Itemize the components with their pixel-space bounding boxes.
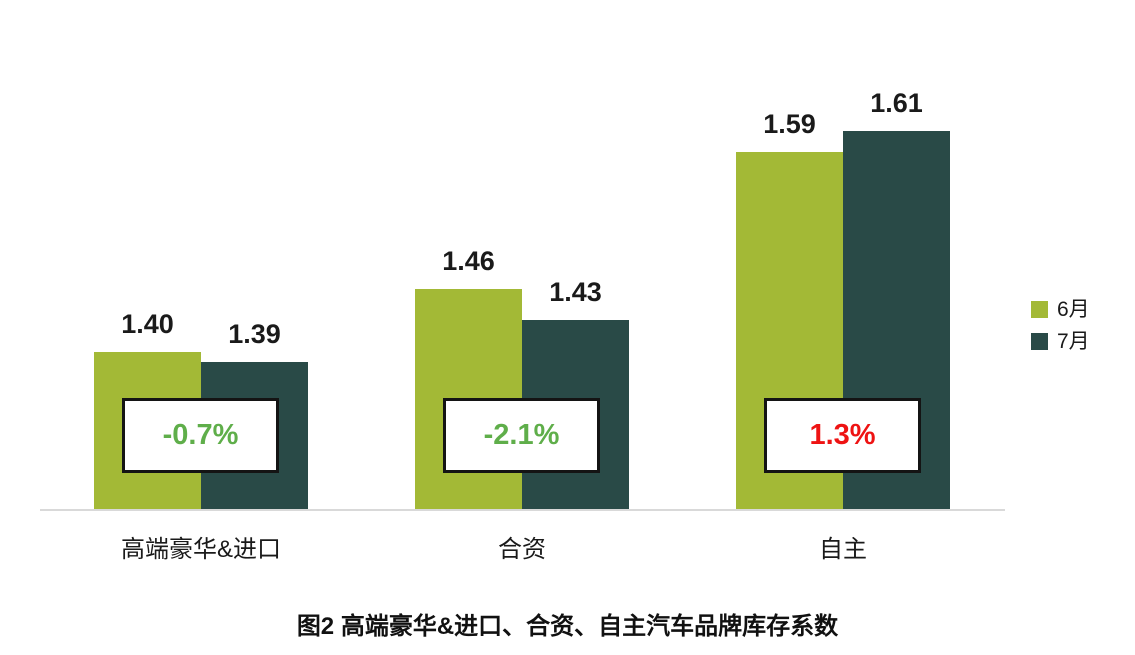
- category-label-joint-venture: 合资: [498, 536, 546, 563]
- value-label-july-joint-venture: 1.43: [549, 277, 602, 307]
- change-rate-box-premium-import: -0.7%: [122, 398, 279, 473]
- legend: 6月 7月: [1031, 299, 1090, 352]
- plot-area: 1.40 1.39 -0.7% 1.46 1.43 -2.1%: [40, 79, 1005, 511]
- legend-item-june: 6月: [1031, 299, 1090, 320]
- change-rate-label-joint-venture: -2.1%: [483, 419, 560, 451]
- change-rate-box-joint-venture: -2.1%: [443, 398, 600, 473]
- value-label-june-domestic: 1.59: [763, 109, 816, 139]
- change-rate-box-domestic: 1.3%: [764, 398, 921, 473]
- bar-column-july-joint-venture: 1.43: [522, 279, 629, 509]
- bar-group-domestic: 1.59 1.61 1.3%: [736, 79, 950, 509]
- legend-swatch-june-icon: [1031, 301, 1048, 318]
- value-label-july-premium-import: 1.39: [228, 319, 281, 349]
- legend-item-july: 7月: [1031, 331, 1090, 352]
- value-label-june-joint-venture: 1.46: [442, 246, 495, 276]
- legend-label-june: 6月: [1057, 298, 1090, 321]
- category-label-premium-import: 高端豪华&进口: [120, 536, 281, 563]
- legend-swatch-july-icon: [1031, 333, 1048, 350]
- legend-label-july: 7月: [1057, 330, 1090, 353]
- change-rate-label-domestic: 1.3%: [809, 419, 876, 451]
- value-label-june-premium-import: 1.40: [121, 309, 174, 339]
- bar-group-premium-import: 1.40 1.39 -0.7%: [94, 79, 308, 509]
- chart-caption: 图2 高端豪华&进口、合资、自主汽车品牌库存系数: [296, 613, 839, 640]
- bar-group-joint-venture: 1.46 1.43 -2.1%: [415, 79, 629, 509]
- value-label-july-domestic: 1.61: [870, 88, 923, 118]
- category-label-domestic: 自主: [819, 536, 867, 563]
- change-rate-label-premium-import: -0.7%: [162, 419, 239, 451]
